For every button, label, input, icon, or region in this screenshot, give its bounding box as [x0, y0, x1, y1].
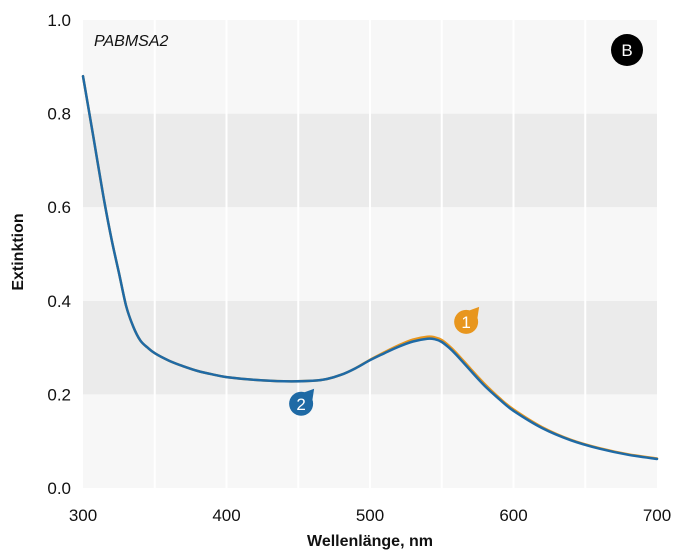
x-axis-label: Wellenlänge, nm: [307, 533, 433, 550]
panel-badge: B: [611, 34, 643, 66]
marker-label: 1: [461, 313, 470, 332]
x-tick-700: 700: [643, 506, 671, 525]
x-tick-600: 600: [499, 506, 527, 525]
panel-badge-label: B: [621, 41, 632, 60]
y-tick-0.8: 0.8: [47, 105, 71, 124]
y-tick-1.0: 1.0: [47, 11, 71, 30]
y-tick-0.2: 0.2: [47, 385, 71, 404]
marker-label: 2: [296, 395, 305, 414]
x-tick-500: 500: [356, 506, 384, 525]
x-tick-labels: 300 400 500 600 700: [69, 506, 671, 525]
x-tick-300: 300: [69, 506, 97, 525]
y-tick-labels: 0.0 0.2 0.4 0.6 0.8 1.0: [47, 11, 71, 498]
x-tick-400: 400: [212, 506, 240, 525]
y-axis-label: Extinktion: [10, 213, 27, 290]
y-tick-0.4: 0.4: [47, 292, 71, 311]
y-tick-0.0: 0.0: [47, 479, 71, 498]
sample-annotation: PABMSA2: [94, 33, 169, 50]
y-tick-0.6: 0.6: [47, 198, 71, 217]
